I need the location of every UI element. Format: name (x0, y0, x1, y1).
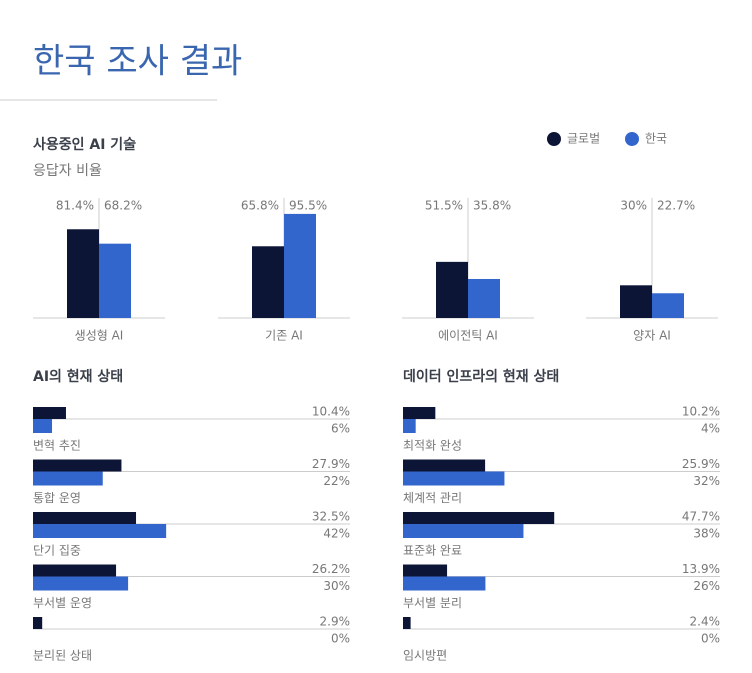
value-label: 30% (620, 199, 647, 213)
value-label: 22.7% (657, 199, 695, 213)
legend-marker (547, 132, 561, 146)
category-label: 부서별 분리 (403, 596, 462, 610)
value-label: 10.4% (312, 405, 350, 419)
category-label: 에이전틱 AI (438, 329, 498, 343)
value-label: 0% (701, 632, 720, 646)
bar (436, 261, 468, 318)
category-label: 기존 AI (265, 329, 303, 343)
category-label: 부서별 운영 (33, 596, 92, 610)
value-label: 35.8% (473, 199, 511, 213)
value-label: 22% (323, 474, 350, 488)
legend-label: 한국 (645, 132, 667, 146)
value-label: 0% (331, 632, 350, 646)
value-label: 27.9% (312, 457, 350, 471)
bar (67, 229, 99, 318)
bar (403, 576, 486, 591)
bar (403, 471, 505, 486)
bar (33, 471, 103, 486)
chart-subtitle: 응답자 비율 (33, 163, 102, 179)
bar (403, 617, 411, 629)
value-label: 47.7% (682, 510, 720, 524)
value-label: 13.9% (682, 562, 720, 576)
value-label: 2.4% (690, 615, 721, 629)
category-label: 최적화 완성 (403, 439, 462, 453)
value-label: 32% (693, 474, 720, 488)
value-label: 2.9% (320, 615, 351, 629)
bar (403, 459, 486, 472)
value-label: 68.2% (104, 199, 142, 213)
value-label: 51.5% (425, 199, 463, 213)
bar (252, 246, 284, 318)
category-label: 표준화 완료 (403, 544, 462, 558)
category-label: 분리된 상태 (33, 649, 92, 663)
value-label: 38% (693, 527, 720, 541)
value-label: 26% (693, 579, 720, 593)
category-label: 체계적 관리 (403, 491, 462, 505)
chart-title: 사용중인 AI 기술 (33, 136, 136, 153)
bar (33, 512, 137, 524)
category-label: 양자 AI (633, 329, 671, 343)
bar (403, 419, 416, 433)
bar (403, 407, 436, 419)
bar (403, 524, 524, 538)
bar (403, 564, 448, 577)
value-label: 32.5% (312, 510, 350, 524)
bar (33, 524, 167, 538)
value-label: 81.4% (56, 199, 94, 213)
value-label: 95.5% (289, 199, 327, 213)
bar (99, 243, 131, 318)
bar (403, 512, 555, 524)
bar (652, 293, 684, 318)
bar (284, 213, 316, 318)
bar (620, 285, 652, 318)
category-label: 변혁 추진 (33, 439, 81, 453)
bar (33, 576, 129, 591)
value-label: 30% (323, 579, 350, 593)
legend-marker (625, 132, 639, 146)
bar (33, 407, 66, 419)
category-label: 단기 집중 (33, 544, 81, 558)
value-label: 25.9% (682, 457, 720, 471)
bar (33, 459, 122, 472)
value-label: 65.8% (241, 199, 279, 213)
bar (33, 564, 117, 577)
category-label: 임시방편 (403, 649, 447, 663)
bar (33, 419, 53, 433)
category-label: 통합 운영 (33, 491, 81, 505)
page-title: 한국 조사 결과 (33, 42, 242, 82)
value-label: 10.2% (682, 405, 720, 419)
value-label: 26.2% (312, 562, 350, 576)
legend-label: 글로벌 (567, 132, 600, 146)
bar (468, 278, 500, 318)
value-label: 42% (323, 527, 350, 541)
value-label: 6% (331, 422, 350, 436)
value-label: 4% (701, 422, 720, 436)
category-label: 생성형 AI (75, 329, 124, 343)
chart-title: AI의 현재 상태 (33, 368, 123, 385)
chart-title: 데이터 인프라의 현재 상태 (403, 368, 559, 385)
bar (33, 617, 43, 629)
